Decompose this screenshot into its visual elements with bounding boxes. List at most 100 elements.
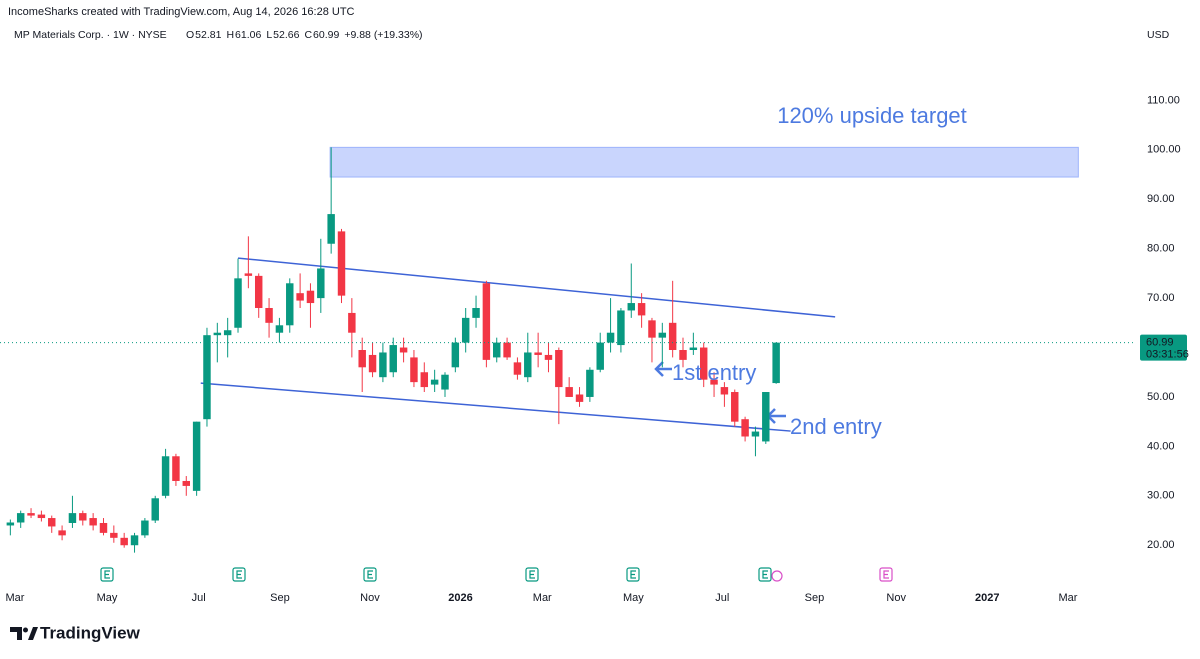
x-tick-label: Nov [886,592,906,604]
candle-body [130,535,139,546]
x-tick-label: Nov [360,592,380,604]
candle-body [710,379,718,385]
y-tick-label: 80.00 [1147,243,1175,255]
y-tick-label: 110.00 [1147,94,1180,106]
candle-body [555,350,563,388]
candle-body [172,456,180,481]
currency: USD [1147,29,1170,41]
target-zone [329,146,1079,178]
candle-body [441,374,449,390]
candle-body [379,352,387,378]
candle-body [48,518,56,527]
candle-body [762,392,770,442]
candle-body [586,369,594,397]
last-price-box [1140,334,1187,361]
candle-body [6,522,15,526]
candle-body [161,456,170,496]
y-tick-label: 70.00 [1147,292,1175,304]
candle-body [244,273,253,276]
candle-body [731,392,739,422]
candle-body [234,278,242,328]
ohlc-letter: H [226,29,234,41]
candle-body [503,342,511,358]
candle-body [399,347,408,353]
candle-body [99,522,108,533]
candle-body [565,387,573,397]
candle-body [430,379,439,385]
logo-text: TradingView [40,623,141,642]
candle-body [720,387,729,395]
candle-body [482,283,491,360]
candle-body [461,317,470,343]
y-tick-label: 30.00 [1147,490,1175,502]
candle-body [410,357,418,383]
x-tick-label: 2026 [448,592,472,604]
change: +9.88 (+19.33%) [344,29,422,41]
last-price-label: 60.99 [1146,337,1174,349]
y-tick-label: 90.00 [1147,193,1175,205]
x-tick-label: Sep [270,592,290,604]
candle-body [275,325,284,333]
channel-line [237,257,836,318]
candle-body [327,214,335,244]
candle-body [89,518,97,526]
ohlc-value: 61.06 [235,29,261,41]
candle-body [151,498,159,521]
ohlc-letter: O [186,29,194,41]
candle-body [420,372,429,388]
candle-body [192,421,201,491]
x-tick-label: Sep [805,592,825,604]
candle-body [296,293,304,301]
candle-body [389,345,397,373]
countdown: 03:31:56 [1146,349,1189,361]
x-tick-label: 2027 [975,592,999,604]
x-tick-label: Jul [192,592,206,604]
candle-body [120,537,128,546]
candle-body [37,514,46,519]
x-tick-label: Mar [1059,592,1078,604]
candle-body [358,350,366,368]
candle-body [627,303,635,311]
channel-line [200,382,791,432]
candle-body [751,431,760,437]
ohlc-letter: C [304,29,312,41]
candle-body [16,513,25,523]
candle-body [575,394,584,402]
candle-body [637,303,646,316]
candle-body [668,322,677,351]
candle-body [223,330,232,336]
candle-body [658,332,667,338]
ohlc-value: 52.81 [195,29,221,41]
ohlc-value: 52.66 [273,29,299,41]
candle-body [110,532,118,538]
candle-body [368,354,377,373]
y-tick-label: 40.00 [1147,440,1175,452]
y-tick-label: 50.00 [1147,391,1175,403]
ohlc-letter: L [266,29,272,41]
symbol: MP Materials Corp. · 1W · NYSE [14,29,167,41]
candle-body [203,335,211,420]
candle-body [648,320,656,338]
x-tick-label: Mar [533,592,552,604]
x-tick-label: May [97,592,118,604]
candle-body [513,362,522,375]
candle-body [306,290,315,304]
x-tick-label: May [623,592,644,604]
candle-body [27,513,35,516]
attribution: IncomeSharks created with TradingView.co… [8,6,355,18]
y-tick-label: 20.00 [1147,539,1175,551]
candle-body [348,312,356,333]
candle-body [79,513,87,521]
candle-body [617,310,625,346]
candle-body [699,347,708,380]
candle-body [493,342,501,358]
candle-body [772,342,780,384]
candle-body [606,332,615,343]
candle-body [524,352,532,378]
x-tick-label: Mar [6,592,25,604]
candle-body [317,268,325,299]
candle-body [286,283,294,326]
y-tick-label: 100.00 [1147,144,1181,156]
x-tick-label: Jul [715,592,729,604]
